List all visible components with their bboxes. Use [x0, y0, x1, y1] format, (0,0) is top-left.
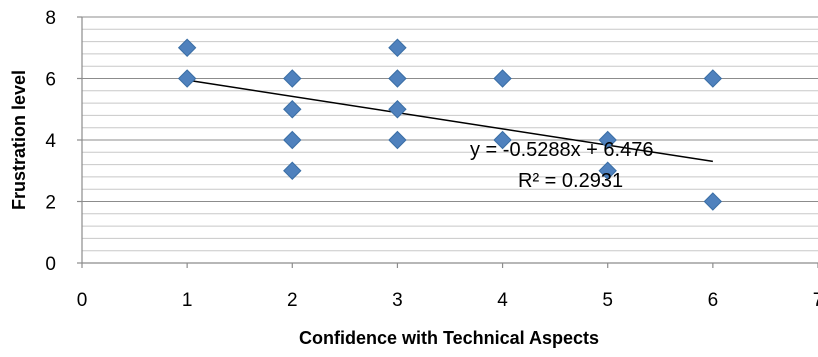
data-point	[283, 69, 302, 88]
y-tick-label: 6	[45, 70, 56, 91]
x-axis-title: Confidence with Technical Aspects	[299, 328, 599, 348]
x-tick-label: 0	[77, 290, 88, 311]
data-point	[283, 100, 302, 119]
data-point	[177, 69, 197, 88]
data-points	[177, 38, 723, 211]
x-tick-label: 6	[708, 290, 719, 311]
x-tick-label: 4	[497, 290, 508, 311]
data-point	[493, 130, 512, 150]
y-axis-title: Frustration level	[9, 70, 29, 210]
data-point	[598, 130, 617, 150]
y-tick-label: 8	[45, 8, 56, 29]
x-tick-label: 7	[813, 290, 818, 311]
r-squared-label: R² = 0.2931	[518, 170, 623, 192]
data-point	[388, 38, 407, 57]
axes-layer	[77, 16, 818, 268]
x-tick-label: 5	[602, 290, 613, 311]
data-point	[283, 161, 302, 180]
grid-layer	[82, 16, 818, 252]
data-point	[388, 69, 407, 88]
x-tick-label: 3	[392, 290, 403, 311]
x-tick-label: 1	[182, 290, 193, 311]
data-point	[177, 38, 197, 57]
data-point	[283, 130, 302, 150]
x-tick-label: 2	[287, 290, 298, 311]
tick-labels: 0 1 2 3 4 5 6 7 0 2 4 6 8	[45, 8, 818, 311]
y-tick-label: 2	[45, 193, 56, 214]
y-tick-label: 0	[45, 254, 56, 275]
data-point	[703, 69, 723, 88]
data-point	[388, 100, 407, 119]
data-point	[703, 192, 723, 211]
y-tick-label: 4	[45, 131, 56, 152]
trendline-equation: y = -0.5288x + 6.476	[470, 139, 653, 161]
annotations: y = -0.5288x + 6.476 R² = 0.2931	[470, 139, 653, 192]
data-point	[388, 130, 407, 150]
data-point	[493, 69, 512, 88]
data-point	[598, 161, 617, 180]
trendline-layer	[187, 79, 713, 163]
trendline	[187, 79, 713, 163]
